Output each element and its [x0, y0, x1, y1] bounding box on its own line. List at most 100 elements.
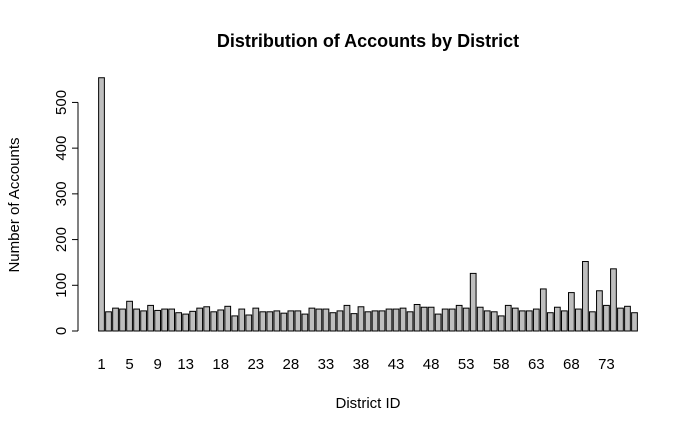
- bar: [420, 306, 428, 332]
- x-tick-label: 73: [598, 356, 615, 373]
- bar: [624, 305, 631, 332]
- bar: [259, 311, 267, 332]
- bar: [350, 313, 358, 332]
- y-tick-label: 300: [53, 181, 70, 206]
- bar: [189, 310, 197, 332]
- bar: [140, 310, 147, 332]
- bar: [343, 304, 351, 332]
- bar: [329, 312, 337, 332]
- bar: [490, 311, 498, 332]
- x-tick-labels: 1 5 9 13 18 23 28 33 38 43 48 53 58 63 68 73: [97, 356, 614, 373]
- bar: [231, 315, 239, 332]
- bar: [441, 308, 449, 332]
- bar: [448, 308, 456, 332]
- bar: [126, 300, 133, 332]
- bar: [504, 304, 512, 332]
- x-tick-label: 1: [97, 356, 105, 373]
- y-tick-label: 400: [53, 136, 70, 161]
- x-tick-label: 23: [247, 356, 264, 373]
- bar: [210, 311, 218, 332]
- bar: [273, 310, 281, 332]
- bar: [98, 77, 105, 332]
- bar: [603, 304, 610, 332]
- bar: [518, 310, 526, 332]
- x-tick-label: 18: [212, 356, 229, 373]
- bar: [610, 268, 617, 332]
- bar: [434, 313, 442, 332]
- x-tick-label: 43: [388, 356, 405, 373]
- x-tick-label: 68: [563, 356, 580, 373]
- y-tick-label: 0: [53, 327, 70, 335]
- bar: [427, 306, 435, 332]
- bar: [196, 307, 204, 332]
- bar: [525, 310, 533, 332]
- x-tick-label: 5: [125, 356, 133, 373]
- bar: [596, 290, 603, 332]
- bar: [364, 311, 372, 332]
- bar: [217, 309, 225, 332]
- bar: [154, 309, 161, 332]
- bar: [553, 306, 561, 332]
- bar: [582, 261, 589, 332]
- bar: [617, 307, 624, 332]
- y-tick-label: 500: [53, 90, 70, 115]
- bar: [589, 311, 596, 332]
- bar: [378, 310, 386, 332]
- bar: [575, 308, 582, 332]
- bar: [476, 306, 484, 332]
- bar: [462, 307, 470, 332]
- x-tick-label: 33: [318, 356, 335, 373]
- bar: [301, 313, 309, 332]
- x-tick-label: 9: [153, 356, 161, 373]
- bar: [308, 307, 316, 332]
- bar: [266, 311, 274, 332]
- bar: [483, 310, 491, 332]
- bar: [371, 310, 379, 332]
- y-tick-label: 100: [53, 273, 70, 298]
- bar: [147, 304, 154, 332]
- x-tick-label: 63: [528, 356, 545, 373]
- bar: [469, 272, 477, 332]
- bar: [112, 307, 119, 332]
- bar: [203, 306, 211, 332]
- bar: [133, 308, 140, 332]
- bar: [322, 308, 330, 332]
- y-tick-label: 200: [53, 227, 70, 252]
- bars: [98, 77, 638, 332]
- bar: [182, 313, 190, 332]
- bar: [406, 311, 414, 332]
- bar: [238, 308, 246, 332]
- bar: [175, 312, 183, 332]
- bar: [532, 308, 540, 332]
- bar: [392, 308, 400, 332]
- x-tick-label: 38: [353, 356, 370, 373]
- bar: [511, 307, 519, 332]
- bar: [161, 308, 168, 332]
- y-axis-label: Number of Accounts: [6, 137, 23, 272]
- bar: [455, 304, 463, 332]
- bar: [280, 312, 288, 332]
- bar: [413, 303, 421, 332]
- bar: [399, 307, 407, 332]
- x-tick-label: 13: [177, 356, 194, 373]
- bar: [245, 314, 253, 332]
- x-tick-label: 48: [423, 356, 440, 373]
- chart-title: Distribution of Accounts by District: [217, 31, 519, 51]
- bar: [357, 306, 365, 332]
- bar: [631, 312, 638, 332]
- bar: [252, 307, 260, 332]
- x-axis-label: District ID: [336, 395, 401, 412]
- bar: [560, 310, 568, 332]
- y-axis: 0 100 200 300 400 500: [53, 90, 79, 335]
- bar: [105, 311, 112, 332]
- bar: [385, 308, 393, 332]
- bar: [336, 310, 344, 332]
- x-tick-label: 53: [458, 356, 475, 373]
- bar: [315, 308, 323, 332]
- bar: [497, 315, 505, 332]
- bar: [287, 310, 295, 332]
- bar: [568, 292, 575, 332]
- x-tick-label: 58: [493, 356, 510, 373]
